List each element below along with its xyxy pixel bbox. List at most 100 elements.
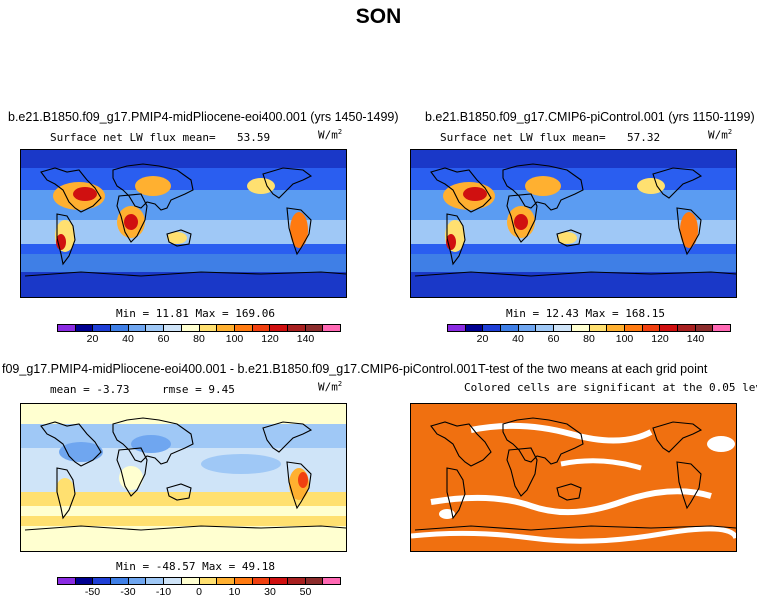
panel3-units: W/m2: [318, 380, 342, 394]
panel2-units-base: W/m: [708, 128, 728, 142]
panel1-stat-value: 53.59: [237, 131, 271, 144]
panel3-units-base: W/m: [318, 380, 338, 394]
colorbar-swatch: [624, 325, 643, 331]
colorbar-swatch: [660, 325, 678, 331]
colorbar-swatch: [164, 578, 182, 584]
panel3-mean: mean = -3.73: [50, 383, 130, 396]
colorbar-swatch: [217, 325, 235, 331]
colorbar-swatch: [181, 325, 200, 331]
colorbar-tick-label: 50: [299, 586, 312, 598]
colorbar-tick-label: -30: [120, 586, 136, 598]
colorbar-tick-label: 20: [86, 333, 99, 345]
colorbar-tick-label: 40: [122, 333, 134, 345]
colorbar-swatch: [695, 325, 714, 331]
panel1-stat-label: Surface net LW flux mean=: [50, 131, 216, 144]
panel4-subtitle: Colored cells are significant at the 0.0…: [464, 381, 757, 394]
colorbar-swatch: [164, 325, 182, 331]
panel2-minmax: Min = 12.43 Max = 168.15: [506, 307, 665, 320]
colorbar-swatch: [181, 578, 200, 584]
panel1-units: W/m2: [318, 128, 342, 142]
colorbar-tick-label: 100: [225, 333, 244, 345]
colorbar-swatch: [554, 325, 572, 331]
colorbar-swatch: [128, 578, 147, 584]
panel2-map: [410, 149, 737, 298]
colorbar-swatch: [518, 325, 537, 331]
colorbar-swatch: [713, 325, 730, 331]
colorbar-swatch: [58, 325, 76, 331]
colorbar-swatch: [93, 578, 112, 584]
panel1-minmax: Min = 11.81 Max = 169.06: [116, 307, 275, 320]
panel1-colorbar: [57, 324, 341, 332]
colorbar-swatch: [75, 325, 94, 331]
colorbar-tick-label: -50: [84, 586, 101, 598]
colorbar-swatch: [199, 325, 218, 331]
colorbar-tick-label: 60: [157, 333, 170, 345]
colorbar-swatch: [199, 578, 218, 584]
panel2-stat-value: 57.32: [627, 131, 661, 144]
colorbar-swatch: [323, 578, 340, 584]
panel2-units-exp: 2: [727, 128, 733, 136]
colorbar-tick-label: 140: [296, 333, 315, 345]
panel3-units-exp: 2: [337, 380, 343, 388]
colorbar-swatch: [270, 578, 288, 584]
colorbar-tick-label: 120: [651, 333, 669, 345]
colorbar-tick-label: 60: [547, 333, 560, 345]
colorbar-swatch: [128, 325, 147, 331]
panel2-stat-label: Surface net LW flux mean=: [440, 131, 606, 144]
colorbar-swatch: [305, 325, 324, 331]
panel2-colorbar: [447, 324, 731, 332]
panel4-map: [410, 403, 737, 552]
colorbar-swatch: [465, 325, 484, 331]
colorbar-swatch: [536, 325, 555, 331]
colorbar-swatch: [589, 325, 608, 331]
panel2-units: W/m2: [708, 128, 732, 142]
colorbar-swatch: [234, 578, 253, 584]
colorbar-swatch: [252, 325, 271, 331]
colorbar-swatch: [146, 578, 165, 584]
colorbar-swatch: [58, 578, 76, 584]
panel1-title: b.e21.B1850.f09_g17.PMIP4-midPliocene-eo…: [8, 110, 399, 124]
panel3-colorbar: [57, 577, 341, 585]
colorbar-swatch: [252, 578, 271, 584]
colorbar-tick-label: 100: [615, 333, 634, 345]
figure-title: SON: [355, 5, 402, 28]
colorbar-tick-label: 40: [512, 333, 524, 345]
colorbar-swatch: [111, 578, 129, 584]
colorbar-tick-label: 140: [686, 333, 705, 345]
colorbar-swatch: [75, 578, 94, 584]
colorbar-swatch: [287, 325, 306, 331]
colorbar-tick-label: 80: [193, 333, 205, 345]
panel1-units-exp: 2: [337, 128, 343, 136]
colorbar-swatch: [483, 325, 502, 331]
colorbar-tick-label: 0: [196, 586, 202, 598]
panel3-map: [20, 403, 347, 552]
colorbar-tick-label: 120: [261, 333, 279, 345]
colorbar-swatch: [287, 578, 306, 584]
colorbar-swatch: [448, 325, 466, 331]
colorbar-swatch: [323, 325, 340, 331]
colorbar-swatch: [607, 325, 625, 331]
colorbar-tick-label: 80: [583, 333, 595, 345]
colorbar-swatch: [146, 325, 165, 331]
panel1-map: [20, 149, 347, 298]
panel1-units-base: W/m: [318, 128, 338, 142]
colorbar-swatch: [677, 325, 696, 331]
colorbar-swatch: [270, 325, 288, 331]
panel4-title: T-test of the two means at each grid poi…: [478, 362, 708, 376]
colorbar-swatch: [111, 325, 129, 331]
panel3-title: f09_g17.PMIP4-midPliocene-eoi400.001 - b…: [2, 362, 478, 376]
colorbar-swatch: [305, 578, 324, 584]
colorbar-swatch: [234, 325, 253, 331]
colorbar-swatch: [501, 325, 519, 331]
panel3-rmse: rmse = 9.45: [162, 383, 235, 396]
colorbar-swatch: [642, 325, 661, 331]
panel3-minmax: Min = -48.57 Max = 49.18: [116, 560, 275, 573]
colorbar-swatch: [93, 325, 112, 331]
colorbar-swatch: [571, 325, 590, 331]
colorbar-tick-label: 30: [264, 586, 276, 598]
colorbar-tick-label: 10: [228, 586, 241, 598]
panel2-title: b.e21.B1850.f09_g17.CMIP6-piControl.001 …: [425, 110, 755, 124]
colorbar-swatch: [217, 578, 235, 584]
colorbar-tick-label: 20: [476, 333, 489, 345]
colorbar-tick-label: -10: [155, 586, 172, 598]
